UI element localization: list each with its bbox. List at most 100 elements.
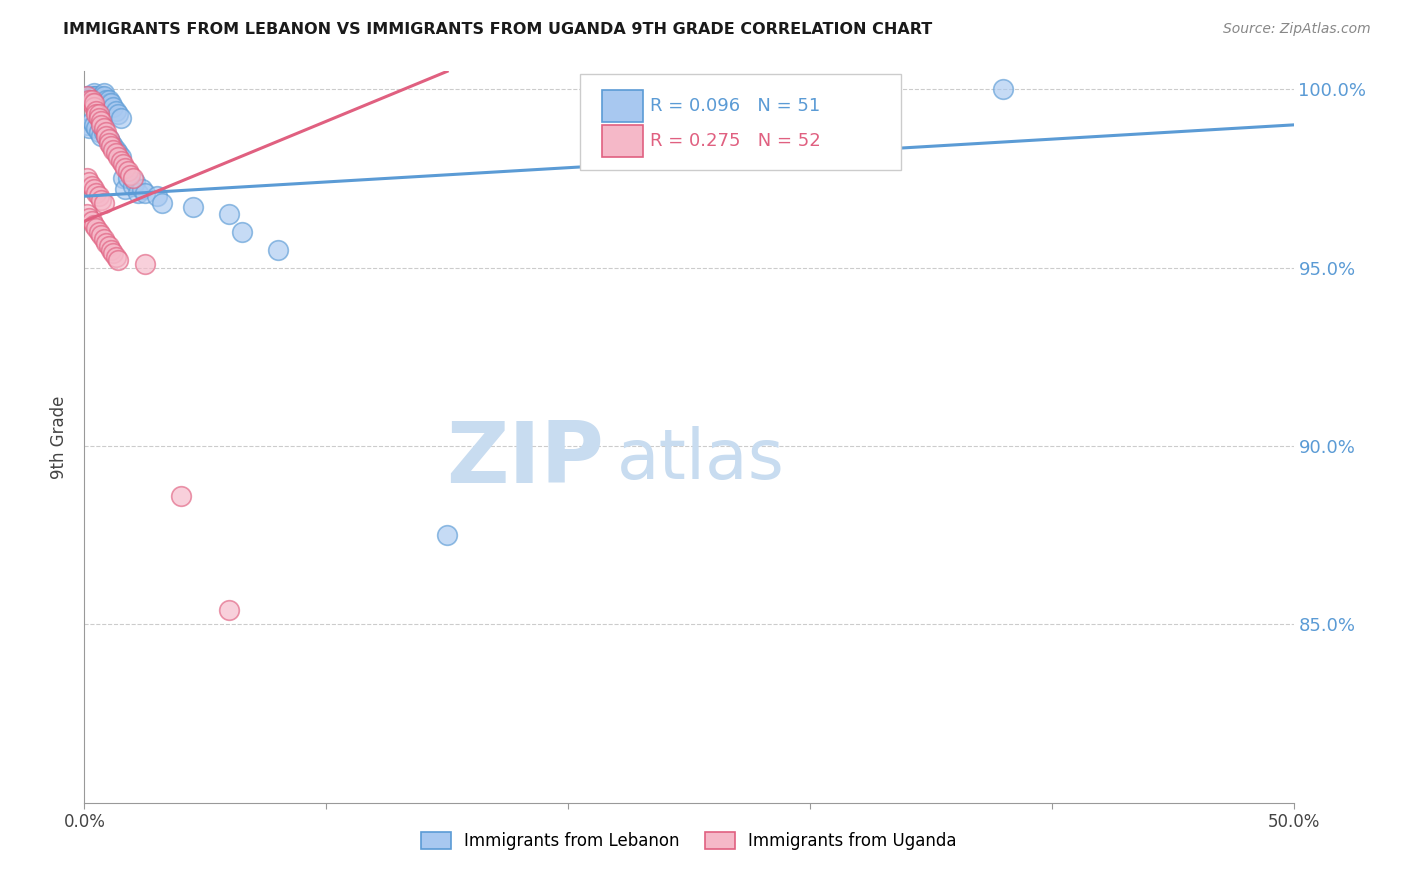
Point <box>104 103 127 118</box>
Text: IMMIGRANTS FROM LEBANON VS IMMIGRANTS FROM UGANDA 9TH GRADE CORRELATION CHART: IMMIGRANTS FROM LEBANON VS IMMIGRANTS FR… <box>63 22 932 37</box>
Point <box>80 89 103 103</box>
Point <box>77 93 100 107</box>
Point <box>90 114 112 128</box>
Point <box>93 125 115 139</box>
Point <box>127 186 149 200</box>
Point <box>90 118 112 132</box>
Point <box>94 93 117 107</box>
Point <box>218 603 240 617</box>
Point <box>97 132 120 146</box>
Point <box>94 235 117 250</box>
Point <box>93 121 115 136</box>
Point <box>131 182 153 196</box>
Point <box>267 243 290 257</box>
Point <box>86 121 108 136</box>
Point <box>112 157 135 171</box>
Point <box>100 139 122 153</box>
Text: ZIP: ZIP <box>447 417 605 500</box>
Point <box>103 246 125 260</box>
Point <box>80 93 103 107</box>
Point <box>104 250 127 264</box>
Point <box>107 146 129 161</box>
Point <box>97 239 120 253</box>
Point <box>80 214 103 228</box>
Point <box>94 128 117 143</box>
Text: atlas: atlas <box>616 425 785 492</box>
Point <box>87 111 110 125</box>
Point <box>181 200 204 214</box>
Point <box>110 153 132 168</box>
Point <box>83 96 105 111</box>
Point <box>110 111 132 125</box>
Point <box>83 182 105 196</box>
Point <box>104 143 127 157</box>
Point <box>107 107 129 121</box>
Point <box>90 228 112 243</box>
Point <box>121 171 143 186</box>
Point <box>146 189 169 203</box>
Point <box>86 221 108 235</box>
Point <box>93 89 115 103</box>
Point <box>97 136 120 150</box>
Point <box>107 253 129 268</box>
Point <box>170 489 193 503</box>
Point <box>117 164 139 178</box>
Point <box>107 150 129 164</box>
Point <box>97 132 120 146</box>
Point <box>83 86 105 100</box>
Point <box>114 161 136 175</box>
Point <box>93 196 115 211</box>
Point <box>150 196 173 211</box>
Point <box>112 171 135 186</box>
Point <box>100 136 122 150</box>
Point <box>100 96 122 111</box>
Point <box>77 93 100 107</box>
Point <box>100 243 122 257</box>
Point <box>110 150 132 164</box>
Point <box>87 125 110 139</box>
Point <box>87 189 110 203</box>
Point <box>124 175 146 189</box>
Point <box>77 175 100 189</box>
Point <box>134 186 156 200</box>
Point <box>87 107 110 121</box>
Point <box>114 182 136 196</box>
Point <box>80 114 103 128</box>
Point <box>97 96 120 111</box>
Point <box>83 218 105 232</box>
Point <box>993 82 1015 96</box>
Point <box>94 128 117 143</box>
Point <box>87 96 110 111</box>
Point <box>86 89 108 103</box>
Point <box>90 128 112 143</box>
Point <box>86 186 108 200</box>
Text: R = 0.275   N = 52: R = 0.275 N = 52 <box>650 132 821 150</box>
Text: R = 0.096   N = 51: R = 0.096 N = 51 <box>650 96 821 115</box>
Point <box>103 100 125 114</box>
FancyBboxPatch shape <box>602 89 643 122</box>
Point <box>80 178 103 193</box>
Legend: Immigrants from Lebanon, Immigrants from Uganda: Immigrants from Lebanon, Immigrants from… <box>415 825 963 856</box>
Point <box>97 93 120 107</box>
FancyBboxPatch shape <box>602 125 643 157</box>
Point <box>76 207 98 221</box>
Point <box>103 143 125 157</box>
Point <box>117 171 139 186</box>
Point <box>121 178 143 193</box>
Point <box>120 168 142 182</box>
Point <box>94 125 117 139</box>
Text: Source: ZipAtlas.com: Source: ZipAtlas.com <box>1223 22 1371 37</box>
Point <box>77 121 100 136</box>
Point <box>436 528 458 542</box>
Y-axis label: 9th Grade: 9th Grade <box>51 395 69 479</box>
Point <box>218 207 240 221</box>
Point <box>83 89 105 103</box>
Point <box>83 118 105 132</box>
Point <box>76 89 98 103</box>
Point <box>90 93 112 107</box>
Point <box>76 171 98 186</box>
Point <box>104 146 127 161</box>
Point <box>134 257 156 271</box>
Point <box>83 100 105 114</box>
Point <box>90 193 112 207</box>
